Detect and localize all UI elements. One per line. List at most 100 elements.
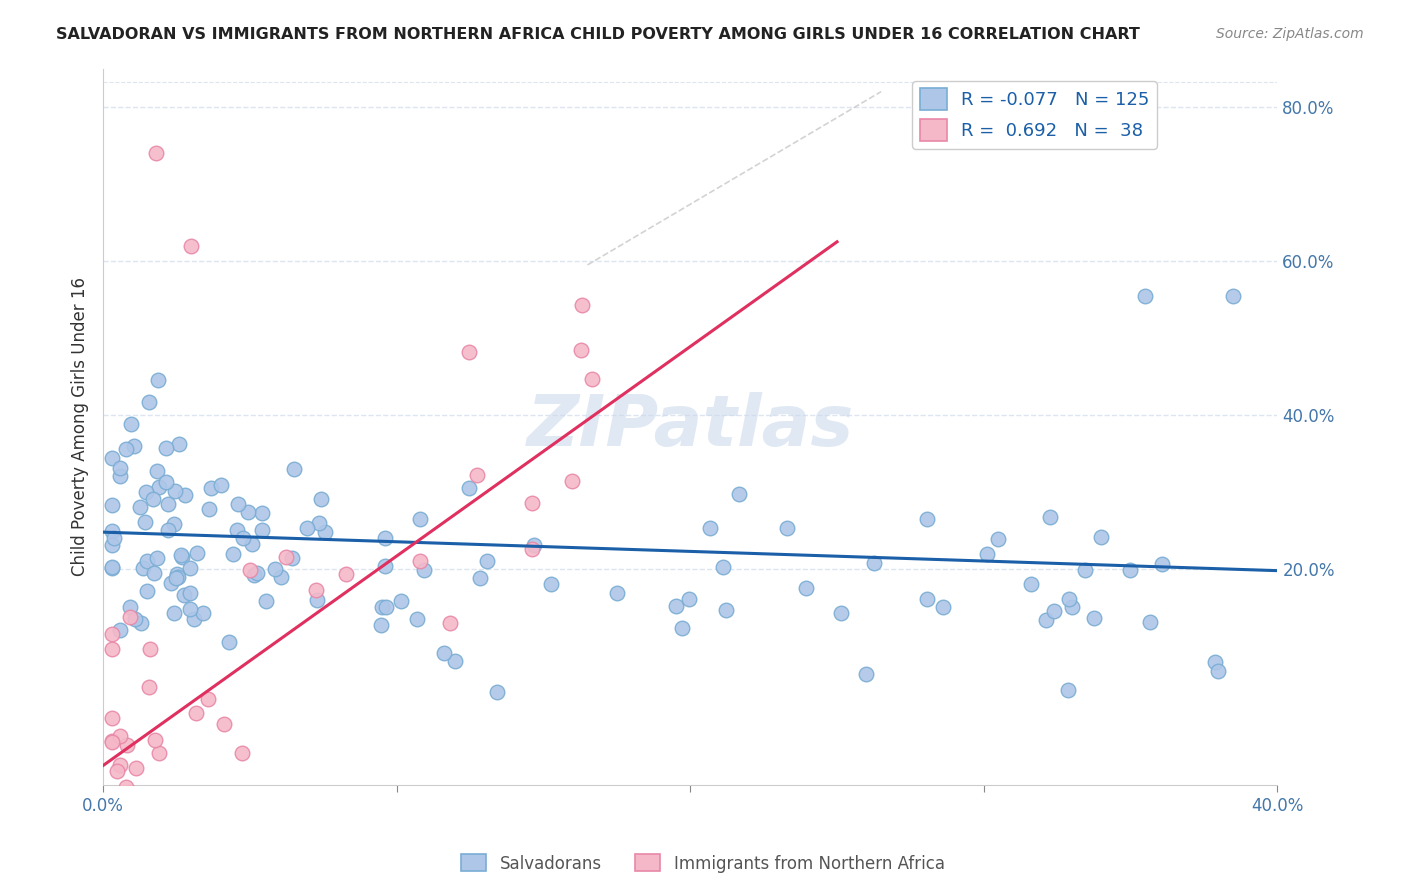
Point	[280, 550, 302, 565]
Point	[231, 746, 253, 760]
Point	[1139, 615, 1161, 629]
Point	[163, 517, 186, 532]
Point	[561, 474, 583, 488]
Point	[520, 542, 543, 557]
Point	[776, 520, 799, 534]
Point	[314, 525, 336, 540]
Point	[166, 566, 188, 581]
Point	[270, 569, 292, 583]
Point	[932, 599, 955, 614]
Point	[485, 685, 508, 699]
Point	[413, 563, 436, 577]
Point	[1222, 289, 1244, 303]
Point	[308, 516, 330, 530]
Point	[246, 566, 269, 581]
Point	[101, 711, 124, 725]
Point	[209, 478, 232, 492]
Point	[375, 600, 398, 615]
Point	[146, 551, 169, 566]
Point	[671, 621, 693, 635]
Point	[465, 468, 488, 483]
Point	[157, 497, 180, 511]
Point	[145, 732, 167, 747]
Point	[135, 583, 157, 598]
Point	[184, 706, 207, 720]
Point	[409, 512, 432, 526]
Point	[1057, 591, 1080, 606]
Point	[433, 646, 456, 660]
Point	[200, 481, 222, 495]
Point	[250, 506, 273, 520]
Point	[374, 531, 396, 545]
Point	[134, 515, 156, 529]
Point	[136, 554, 159, 568]
Point	[155, 441, 177, 455]
Point	[606, 586, 628, 600]
Legend: Salvadorans, Immigrants from Northern Africa: Salvadorans, Immigrants from Northern Af…	[454, 847, 952, 880]
Point	[1150, 557, 1173, 571]
Point	[135, 484, 157, 499]
Point	[1038, 510, 1060, 524]
Point	[101, 641, 124, 656]
Point	[232, 531, 254, 545]
Point	[457, 481, 479, 495]
Point	[283, 462, 305, 476]
Point	[101, 561, 124, 575]
Y-axis label: Child Poverty Among Girls Under 16: Child Poverty Among Girls Under 16	[72, 277, 89, 576]
Point	[1090, 530, 1112, 544]
Point	[305, 582, 328, 597]
Point	[146, 373, 169, 387]
Point	[335, 567, 357, 582]
Point	[160, 575, 183, 590]
Point	[470, 571, 492, 585]
Point	[101, 524, 124, 538]
Point	[254, 594, 277, 608]
Point	[165, 571, 187, 585]
Point	[240, 537, 263, 551]
Point	[183, 611, 205, 625]
Point	[128, 500, 150, 514]
Point	[1062, 599, 1084, 614]
Point	[1021, 577, 1043, 591]
Point	[101, 734, 124, 748]
Point	[571, 298, 593, 312]
Point	[225, 524, 247, 538]
Point	[305, 593, 328, 607]
Point	[1135, 289, 1157, 303]
Point	[127, 814, 149, 829]
Point	[122, 439, 145, 453]
Point	[243, 568, 266, 582]
Point	[118, 599, 141, 614]
Text: ZIPatlas: ZIPatlas	[527, 392, 853, 461]
Point	[138, 395, 160, 409]
Point	[523, 538, 546, 552]
Point	[167, 570, 190, 584]
Point	[276, 549, 298, 564]
Point	[173, 589, 195, 603]
Point	[101, 559, 124, 574]
Text: Source: ZipAtlas.com: Source: ZipAtlas.com	[1216, 27, 1364, 41]
Point	[172, 550, 194, 565]
Point	[1035, 613, 1057, 627]
Point	[148, 480, 170, 494]
Point	[115, 738, 138, 752]
Point	[439, 615, 461, 630]
Point	[239, 563, 262, 577]
Point	[409, 554, 432, 568]
Point	[794, 581, 817, 595]
Point	[114, 780, 136, 794]
Point	[238, 505, 260, 519]
Point	[115, 442, 138, 457]
Point	[163, 606, 186, 620]
Point	[197, 692, 219, 706]
Point	[212, 717, 235, 731]
Point	[1074, 563, 1097, 577]
Point	[142, 492, 165, 507]
Point	[118, 784, 141, 798]
Point	[101, 451, 124, 466]
Point	[915, 591, 938, 606]
Point	[138, 680, 160, 694]
Point	[1057, 682, 1080, 697]
Point	[457, 345, 479, 359]
Point	[129, 615, 152, 630]
